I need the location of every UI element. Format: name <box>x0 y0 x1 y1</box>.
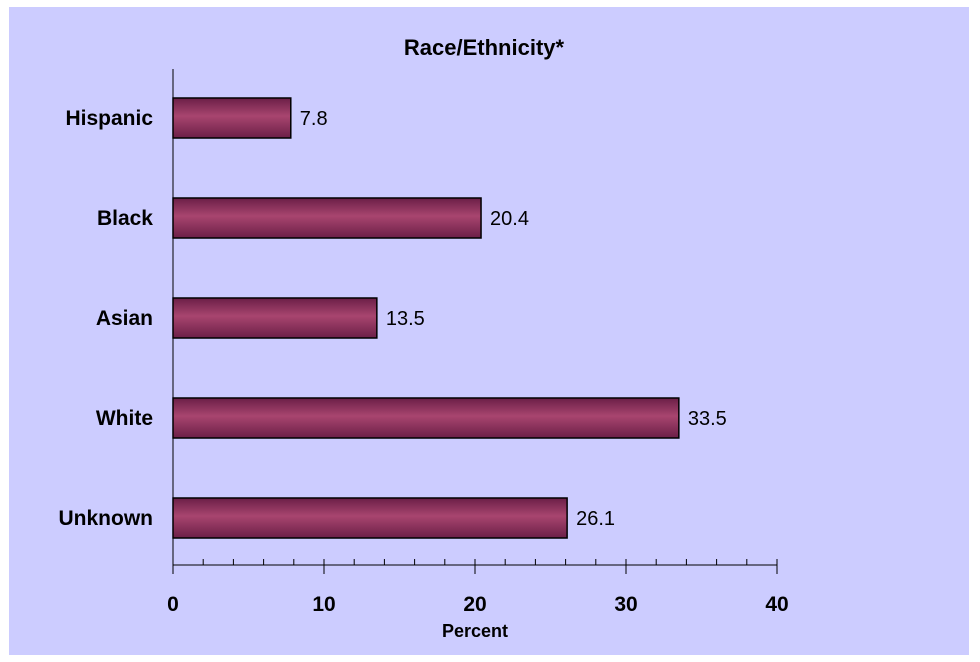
x-tick-label-40: 40 <box>765 593 788 616</box>
bar-black <box>172 197 482 239</box>
chart-frame <box>9 7 969 655</box>
bar-asian <box>172 297 378 339</box>
x-tick-label-0: 0 <box>167 593 179 616</box>
bar-white <box>172 397 680 439</box>
bar-hispanic <box>172 97 292 139</box>
chart-title: Race/Ethnicity* <box>404 35 565 60</box>
category-label-black: Black <box>97 207 153 230</box>
value-label-unknown: 26.1 <box>576 508 615 530</box>
category-label-white: White <box>96 407 153 430</box>
value-label-black: 20.4 <box>490 208 529 230</box>
bars-group: 7.8 Hispanic 20.4 Black 13.5 Asian 33.5 White 26… <box>59 97 727 539</box>
category-label-hispanic: Hispanic <box>65 107 153 130</box>
x-tick-label-10: 10 <box>312 593 335 616</box>
category-label-unknown: Unknown <box>59 507 154 530</box>
bar-unknown <box>172 497 568 539</box>
value-label-white: 33.5 <box>688 408 727 430</box>
value-label-hispanic: 7.8 <box>300 108 328 130</box>
value-label-asian: 13.5 <box>386 308 425 330</box>
x-axis-title: Percent <box>442 621 508 641</box>
x-tick-label-30: 30 <box>614 593 637 616</box>
axes-group: 0 10 20 30 40 <box>167 69 789 616</box>
x-tick-label-20: 20 <box>463 593 486 616</box>
category-label-asian: Asian <box>96 307 153 330</box>
